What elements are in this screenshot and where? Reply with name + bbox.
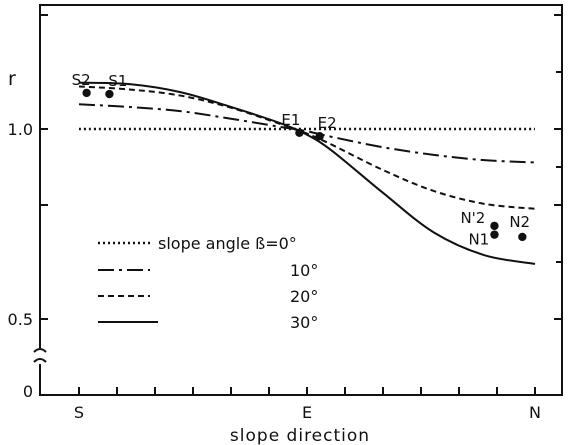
point-label: N2 (509, 213, 530, 231)
point-label: N1 (468, 231, 489, 249)
legend-label: 30° (290, 313, 318, 332)
series-line-3 (78, 81, 536, 265)
data-points: S2 S1 E1 E2 N'2 N1 N2 (72, 71, 530, 249)
y-axis-title: r (8, 68, 17, 90)
legend: slope angle ß=0° 10° 20° 30° (98, 234, 318, 332)
series-lines (78, 81, 536, 265)
x-axis-title: slope direction (230, 426, 370, 445)
data-point (490, 230, 499, 239)
data-point (490, 221, 499, 231)
data-point (105, 89, 114, 99)
plot-frame (39, 4, 563, 396)
legend-label: 20° (290, 287, 318, 306)
legend-label: 10° (290, 261, 318, 280)
legend-label: slope angle ß=0° (158, 234, 297, 253)
x-tick-label: E (302, 403, 312, 422)
data-point (82, 88, 91, 98)
axis-labels: S E N 0 0.5 1.0 (8, 120, 541, 422)
point-label: S1 (108, 72, 127, 90)
y-tick-label: 1.0 (8, 120, 33, 139)
axis-break-icon (33, 348, 47, 364)
point-label: S2 (72, 71, 91, 89)
x-tick-label: S (74, 403, 84, 422)
series-line-2 (78, 85, 536, 210)
y-tick-label: 0 (23, 382, 33, 401)
data-point (315, 132, 324, 141)
x-tick-label: N (529, 403, 541, 422)
tick-marks (40, 14, 562, 395)
y-tick-label: 0.5 (8, 310, 33, 329)
point-label: N'2 (460, 209, 485, 227)
data-point (518, 232, 527, 242)
data-point (295, 128, 304, 137)
point-label: E2 (318, 114, 337, 132)
point-label: E1 (281, 111, 300, 129)
